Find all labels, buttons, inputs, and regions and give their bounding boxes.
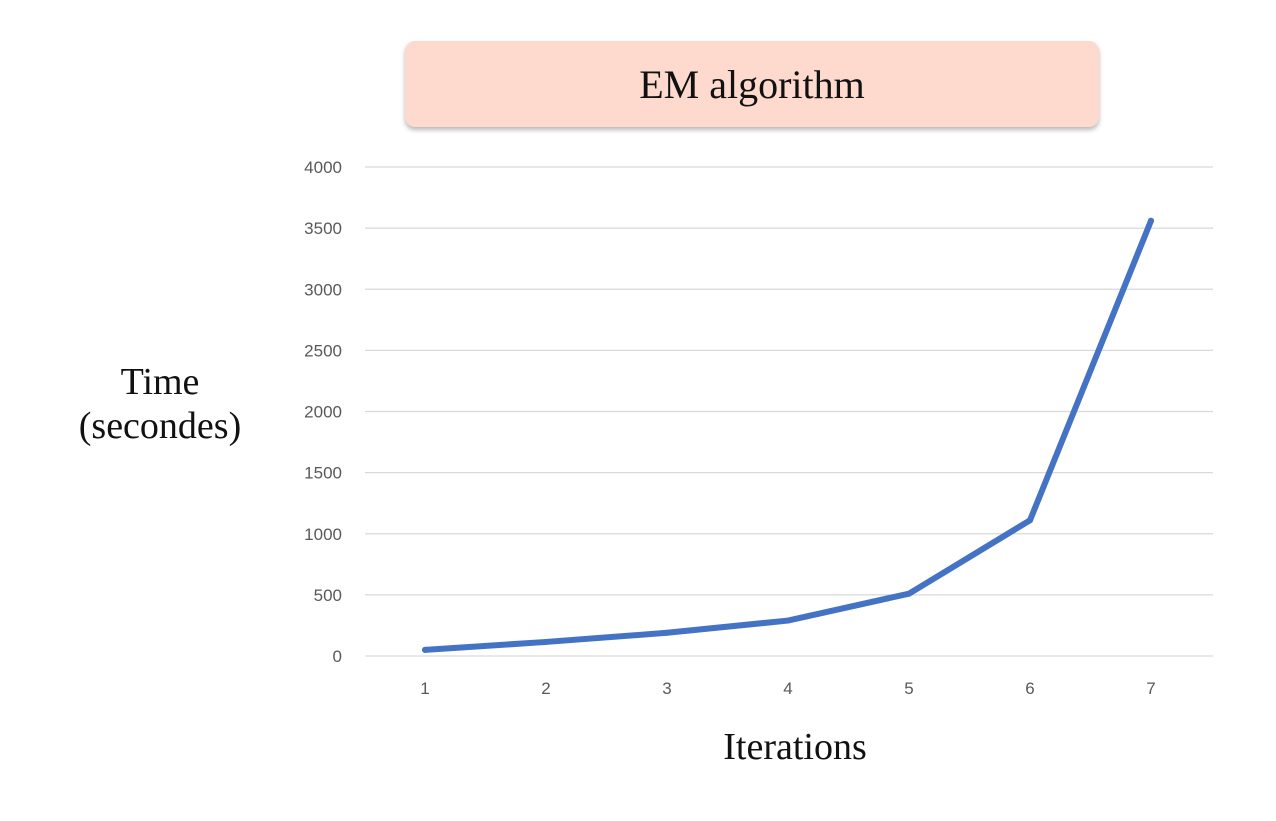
y-tick-label: 500: [314, 586, 342, 605]
x-tick-label: 1: [420, 679, 429, 698]
data-point: [1027, 517, 1033, 524]
y-axis-label-line-1: Time: [120, 361, 200, 403]
data-point: [664, 629, 670, 636]
data-point: [422, 646, 428, 653]
y-tick-label: 3500: [304, 219, 342, 238]
y-tick-label: 1000: [304, 525, 342, 544]
y-axis-label: Time (secondes): [60, 360, 260, 448]
y-tick-label: 4000: [304, 158, 342, 177]
x-tick-label: 2: [541, 679, 550, 698]
y-tick-label: 0: [333, 647, 342, 666]
x-tick-label: 5: [904, 679, 913, 698]
x-tick-label: 3: [662, 679, 671, 698]
y-axis-label-line-2: (secondes): [78, 405, 242, 447]
chart-title-box: EM algorithm: [405, 41, 1099, 127]
x-tick-label: 7: [1146, 679, 1155, 698]
data-point: [906, 590, 912, 597]
data-point: [543, 638, 549, 645]
data-point: [1148, 217, 1154, 224]
series-line: [422, 217, 1154, 653]
x-tick-label: 4: [783, 679, 792, 698]
x-axis-label: Iterations: [723, 726, 867, 768]
y-tick-label: 2000: [304, 403, 342, 422]
data-point: [785, 617, 791, 624]
y-tick-label: 1500: [304, 464, 342, 483]
x-tick-label: 6: [1025, 679, 1034, 698]
y-tick-label: 2500: [304, 341, 342, 360]
y-tick-label: 3000: [304, 280, 342, 299]
chart-title: EM algorithm: [639, 61, 865, 107]
